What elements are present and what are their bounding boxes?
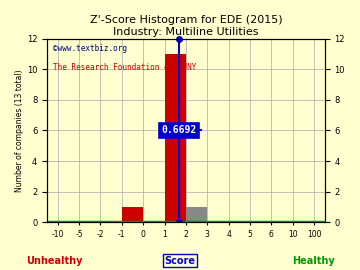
Text: The Research Foundation of SUNY: The Research Foundation of SUNY xyxy=(53,63,196,72)
Text: Unhealthy: Unhealthy xyxy=(26,256,82,266)
Bar xyxy=(165,54,186,222)
Bar xyxy=(186,207,207,222)
Text: Score: Score xyxy=(165,256,195,266)
Bar xyxy=(122,207,143,222)
Y-axis label: Number of companies (13 total): Number of companies (13 total) xyxy=(15,69,24,192)
Text: Healthy: Healthy xyxy=(292,256,334,266)
Title: Z'-Score Histogram for EDE (2015)
Industry: Multiline Utilities: Z'-Score Histogram for EDE (2015) Indust… xyxy=(90,15,282,37)
Text: 0.6692: 0.6692 xyxy=(161,126,197,136)
Text: ©www.textbiz.org: ©www.textbiz.org xyxy=(53,44,127,53)
